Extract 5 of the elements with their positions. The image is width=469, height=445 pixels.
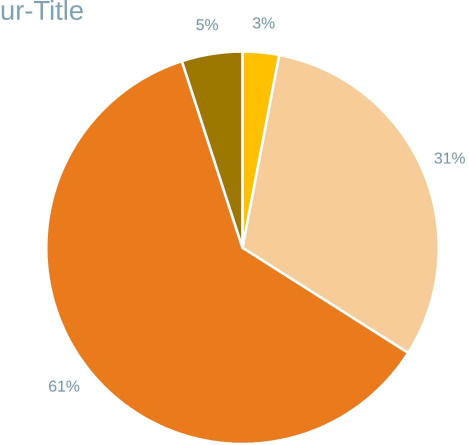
data-label: 5% <box>196 19 218 30</box>
data-label: 3% <box>252 17 275 28</box>
data-label: 31% <box>434 152 465 164</box>
chart-title: ur-Title <box>2 0 83 20</box>
data-label: 61% <box>49 380 80 392</box>
